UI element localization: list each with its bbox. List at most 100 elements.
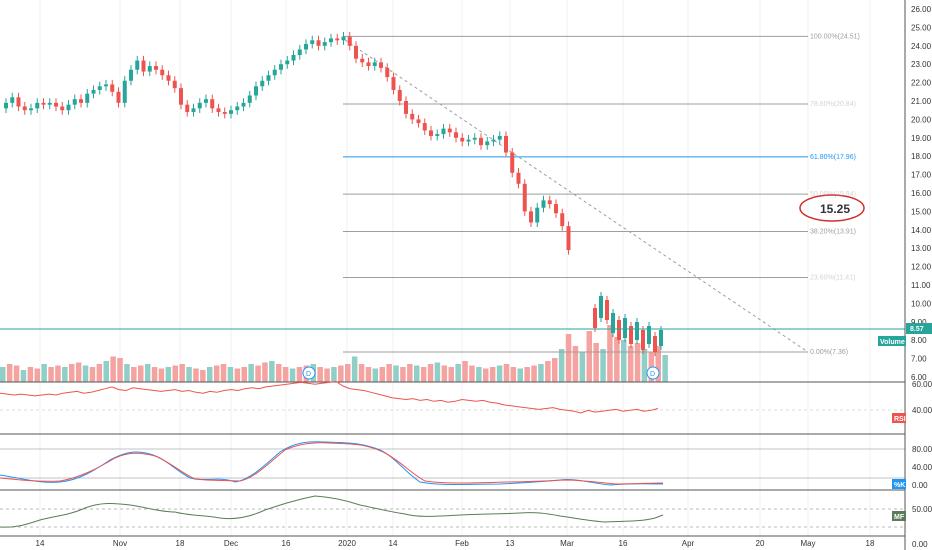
time-axis[interactable]: 14 Nov 18 Dec 16 2020 14 Feb 13 Mar 16 Apr 20 May 18 (36, 539, 875, 548)
candle-body (354, 45, 358, 59)
candle-body (85, 93, 90, 103)
volume-bar (414, 365, 420, 382)
volume-bar (476, 367, 482, 382)
volume-bar (558, 349, 565, 382)
volume-bar (600, 349, 606, 382)
candle-body (497, 135, 502, 140)
time-axis-label: May (800, 539, 815, 548)
candle-body (617, 320, 621, 340)
rsi-line (0, 380, 659, 414)
time-axis-label: Apr (682, 539, 695, 548)
candle-body (235, 106, 240, 111)
stoch-d-line (0, 442, 664, 485)
volume-bar (510, 367, 517, 382)
volume-badge: Volume (878, 336, 906, 346)
time-axis-label: Dec (224, 539, 238, 548)
time-axis-label: 16 (282, 539, 291, 548)
volume-bar (593, 343, 599, 382)
candle-body (22, 106, 27, 111)
svg-text:MF: MF (894, 514, 905, 521)
candle-body (254, 86, 258, 96)
volume-bar (241, 367, 247, 382)
candle-body (79, 99, 83, 103)
price-tick: 19.00 (911, 134, 932, 143)
candle-body (435, 134, 440, 136)
candle-body (16, 97, 21, 107)
volume-bar (427, 364, 434, 382)
fib-level-label: 50.00%(15.94) (810, 191, 856, 198)
candle-body (541, 200, 546, 208)
candle-body (185, 104, 190, 113)
candle-body (297, 49, 302, 55)
volume-bar (82, 365, 89, 382)
price-axis[interactable] (905, 0, 932, 550)
volume-bar (69, 364, 75, 382)
fib-labels: 100.00%(24.51) 78.60%(20.84) 61.80%(17.96)… (810, 33, 860, 356)
candle-body (91, 89, 96, 94)
mf-line (0, 495, 664, 528)
candle-body (647, 326, 651, 344)
price-tick: 15.00 (911, 207, 932, 216)
volume-bar (55, 365, 61, 382)
volume-bar (586, 331, 592, 382)
volume-bar (131, 367, 137, 382)
volume-bar (538, 364, 544, 382)
candle-body (10, 97, 15, 103)
candle-body (510, 152, 515, 173)
candle-body (129, 69, 133, 81)
volume-bar (338, 365, 344, 382)
price-tick: 13.00 (911, 244, 932, 253)
candle-body (611, 313, 615, 333)
candle-body (529, 211, 533, 223)
candle-body (460, 137, 465, 142)
candle-body (341, 36, 346, 41)
volume-bar (296, 367, 303, 382)
dividend-marker[interactable]: D (302, 366, 316, 380)
candle-body (316, 40, 321, 46)
volume-bar (172, 365, 178, 382)
candle-body (210, 99, 215, 109)
fib-level-label: 38.20%(13.91) (810, 228, 856, 235)
candle-body (422, 123, 427, 131)
candle-body (347, 36, 352, 46)
volume-bar (151, 367, 158, 382)
volume-bar (420, 367, 427, 382)
price-tick: 10.00 (911, 299, 932, 308)
candle-body (641, 330, 645, 350)
fibonacci-retracement[interactable] (343, 35, 808, 353)
price-axis-ticks: 26.00 25.00 24.00 23.00 22.00 21.00 20.00 19.00… (911, 5, 932, 382)
price-tick: 21.00 (911, 97, 932, 106)
volume-bar (41, 364, 47, 382)
candle-body (197, 102, 202, 109)
candle-body (179, 88, 183, 105)
candle-body (154, 66, 158, 70)
volume-bar (27, 367, 34, 382)
svg-text:D: D (650, 371, 655, 378)
time-axis-label: 18 (866, 539, 875, 548)
candle-body (416, 119, 421, 124)
volume-bar (379, 367, 385, 382)
price-annotation[interactable]: 15.25 (799, 194, 865, 222)
time-axis-label: Nov (113, 539, 127, 548)
volume-bar (193, 368, 199, 382)
time-axis-label: 14 (36, 539, 45, 548)
candle-body (391, 77, 396, 90)
volume-bar (276, 364, 282, 382)
stoch-badge: %K (892, 479, 906, 489)
annotation-text: 15.25 (820, 202, 850, 216)
svg-text:Volume: Volume (880, 339, 905, 346)
volume-bar (434, 362, 441, 382)
mf-badge: MF (892, 511, 906, 521)
volume-bar (614, 337, 620, 382)
trend-line[interactable] (344, 39, 809, 353)
candle-body (147, 66, 152, 72)
price-tick: 6.00 (911, 373, 927, 382)
candle-body (285, 60, 290, 65)
volume-bar (331, 367, 337, 382)
candle-body (560, 213, 565, 227)
volume-bar (621, 340, 627, 382)
price-tick: 14.00 (911, 226, 932, 235)
dividend-marker[interactable]: D (646, 366, 660, 380)
time-axis-label: 20 (756, 539, 765, 548)
